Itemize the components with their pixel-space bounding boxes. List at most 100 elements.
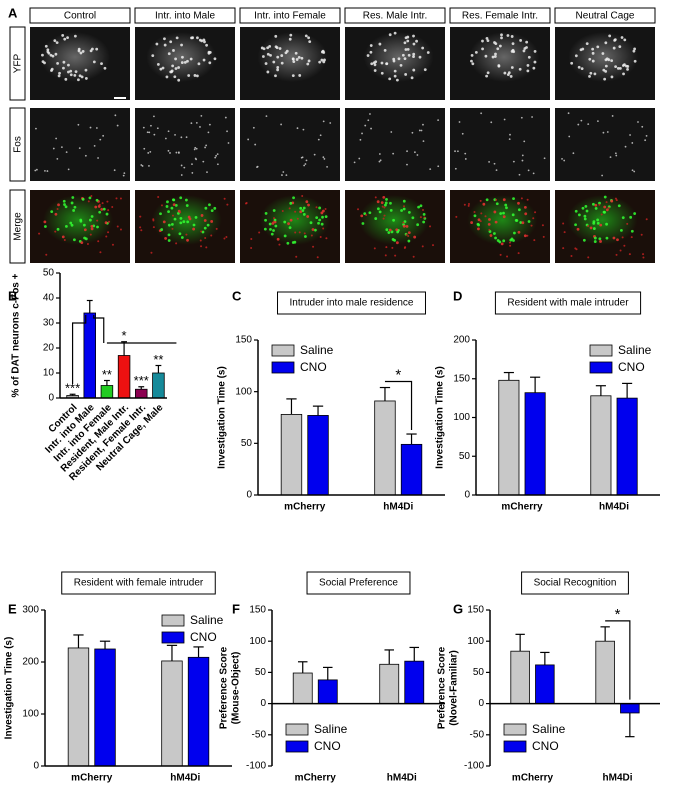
panel-label: F — [232, 601, 240, 616]
cell-dot — [533, 60, 537, 64]
cell-dot — [494, 52, 497, 56]
cell-dot — [422, 213, 426, 216]
cell-dot — [250, 237, 253, 240]
cell-dot — [164, 236, 167, 240]
cell-dot — [508, 138, 511, 141]
y-axis-label: (Mouse-Object) — [231, 652, 242, 725]
cell-dot — [588, 57, 592, 61]
significance: * — [122, 328, 127, 343]
cell-dot — [381, 205, 384, 208]
cell-dot — [276, 68, 280, 72]
cell-dot — [380, 61, 384, 65]
legend-label: Saline — [618, 343, 652, 357]
cell-dot — [491, 55, 495, 59]
cell-dot — [172, 203, 176, 206]
cell-dot — [264, 62, 268, 65]
cell-dot — [203, 40, 206, 44]
cell-dot — [200, 245, 203, 248]
cell-dot — [304, 163, 307, 165]
cell-dot — [300, 156, 303, 159]
cell-dot — [391, 246, 394, 249]
cell-dot — [374, 196, 377, 199]
cell-dot — [585, 209, 589, 213]
cell-dot — [402, 224, 406, 228]
cell-dot — [481, 39, 484, 43]
cell-dot — [380, 71, 384, 75]
cell-dot — [563, 159, 566, 162]
cell-dot — [196, 36, 199, 40]
cell-dot — [477, 218, 481, 222]
cell-dot — [384, 254, 387, 257]
bar — [616, 397, 638, 496]
cell-dot — [324, 215, 328, 219]
cell-dot — [83, 228, 87, 232]
cell-dot — [568, 135, 571, 138]
cell-dot — [621, 236, 624, 239]
cell-dot — [389, 201, 392, 205]
x-tick-label: mCherry — [501, 502, 543, 513]
cell-dot — [502, 215, 506, 219]
cell-dot — [96, 225, 99, 229]
cell-dot — [157, 196, 160, 199]
cell-dot — [414, 151, 416, 154]
cell-dot — [99, 138, 102, 141]
cell-dot — [96, 219, 99, 222]
cell-dot — [515, 219, 519, 222]
cell-dot — [531, 116, 533, 118]
cell-dot — [63, 203, 66, 206]
cell-dot — [645, 218, 648, 221]
cell-dot — [261, 55, 265, 58]
cell-dot — [191, 163, 193, 166]
cell-dot — [90, 227, 94, 231]
cell-dot — [203, 226, 207, 230]
cell-dot — [102, 134, 105, 137]
cell-dot — [278, 47, 282, 50]
cell-dot — [102, 207, 106, 211]
cell-dot — [69, 221, 73, 225]
cell-dot — [105, 235, 108, 238]
bar — [590, 395, 612, 496]
cell-dot — [473, 214, 477, 218]
cell-dot — [180, 136, 183, 139]
y-tick-label: 0 — [246, 490, 252, 501]
cell-dot — [111, 243, 114, 246]
cell-dot — [84, 154, 87, 157]
cell-dot — [56, 227, 60, 231]
y-tick-label: 10 — [43, 368, 55, 379]
cell-dot — [358, 157, 361, 160]
x-tick-label: hM4Di — [603, 773, 633, 784]
cell-dot — [500, 242, 504, 246]
cell-dot — [480, 212, 483, 215]
cell-dot — [373, 247, 376, 250]
cell-dot — [580, 67, 584, 71]
cell-dot — [612, 236, 616, 240]
significance: *** — [65, 381, 80, 396]
cell-dot — [108, 220, 111, 223]
y-axis-label: Preference Score — [437, 646, 448, 729]
column-header: Intr. into Female — [254, 11, 326, 22]
cell-dot — [613, 38, 617, 42]
cell-dot — [156, 127, 159, 130]
cell-dot — [77, 123, 80, 126]
bar — [400, 443, 423, 496]
cell-dot — [74, 70, 78, 74]
cell-dot — [307, 203, 310, 207]
cell-dot — [637, 121, 639, 123]
cell-dot — [171, 227, 174, 230]
cell-dot — [318, 60, 322, 64]
cell-dot — [78, 147, 81, 150]
cell-dot — [454, 167, 457, 170]
cell-dot — [199, 126, 201, 128]
cell-dot — [505, 206, 508, 210]
legend-label: Saline — [314, 722, 348, 736]
cell-dot — [502, 239, 506, 243]
cell-dot — [98, 203, 101, 206]
row-label: Merge — [13, 212, 24, 241]
cell-dot — [640, 233, 643, 236]
cell-dot — [506, 255, 509, 258]
cell-dot — [364, 124, 367, 127]
cell-dot — [404, 73, 408, 76]
cell-dot — [393, 238, 396, 242]
cell-dot — [612, 46, 616, 50]
cell-dot — [406, 47, 410, 51]
